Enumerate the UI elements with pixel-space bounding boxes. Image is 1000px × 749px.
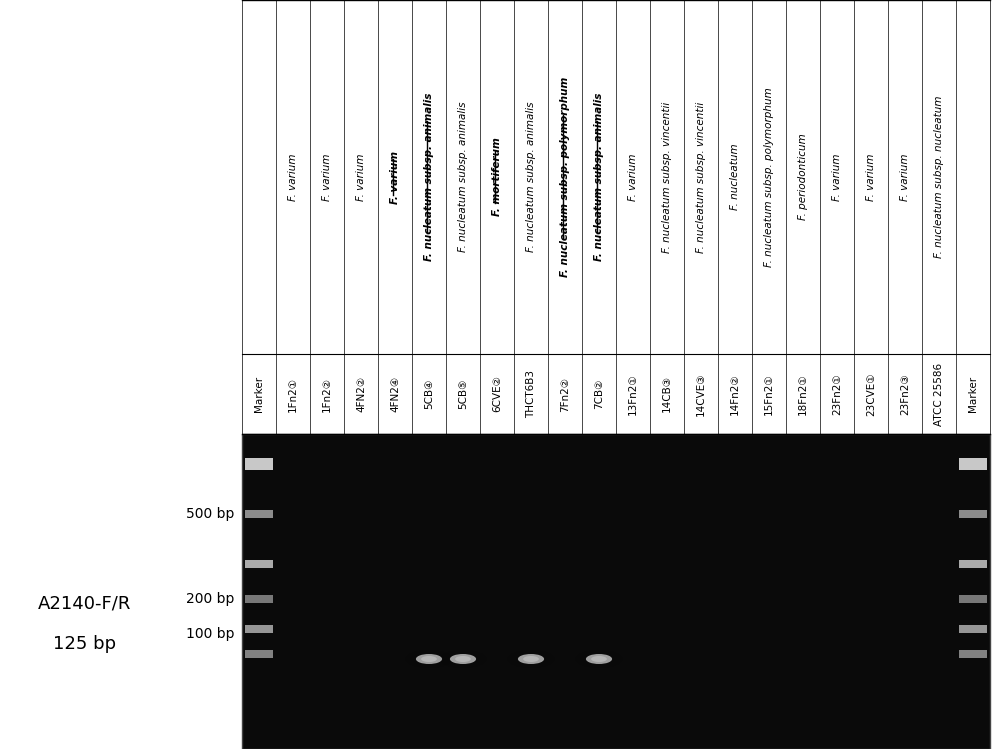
- Ellipse shape: [518, 654, 544, 664]
- Text: Marker: Marker: [254, 376, 264, 412]
- Ellipse shape: [421, 656, 437, 662]
- Text: F. varium: F. varium: [288, 154, 298, 201]
- Text: F. periodonticum: F. periodonticum: [798, 133, 808, 220]
- Text: 15Fn2①: 15Fn2①: [764, 373, 774, 415]
- Bar: [245, 560, 273, 568]
- Bar: [959, 458, 987, 470]
- Bar: [245, 625, 273, 633]
- Ellipse shape: [523, 656, 539, 662]
- Text: 7CB②: 7CB②: [594, 379, 604, 409]
- Text: 13Fn2①: 13Fn2①: [628, 373, 638, 415]
- Ellipse shape: [416, 654, 442, 664]
- Bar: [245, 595, 273, 603]
- Text: 500 bp: 500 bp: [186, 507, 234, 521]
- Text: F. nucleatum subsp. nucleatum: F. nucleatum subsp. nucleatum: [934, 96, 944, 258]
- Ellipse shape: [586, 654, 612, 664]
- Text: F. nucleatum subsp. vincentii: F. nucleatum subsp. vincentii: [662, 101, 672, 252]
- Text: ATCC 25586: ATCC 25586: [934, 363, 944, 425]
- Text: F. varium: F. varium: [628, 154, 638, 201]
- Ellipse shape: [455, 656, 471, 662]
- Bar: [242, 434, 990, 749]
- Text: 7Fn2②: 7Fn2②: [560, 377, 570, 411]
- Text: F. mortiferum: F. mortiferum: [492, 138, 502, 216]
- Ellipse shape: [450, 654, 476, 664]
- Text: F. nucleatum subsp. animalis: F. nucleatum subsp. animalis: [594, 93, 604, 261]
- Text: 4FN2②: 4FN2②: [356, 376, 366, 412]
- Text: 4FN2④: 4FN2④: [390, 376, 400, 412]
- Text: F. varium: F. varium: [322, 154, 332, 201]
- Bar: [245, 650, 273, 658]
- Ellipse shape: [581, 652, 617, 666]
- Text: 23Fn2①: 23Fn2①: [832, 373, 842, 415]
- Text: 1Fn2①: 1Fn2①: [288, 377, 298, 411]
- Text: A2140-F/R: A2140-F/R: [38, 595, 132, 613]
- Text: F. nucleatum subsp. polymorphum: F. nucleatum subsp. polymorphum: [764, 87, 774, 267]
- Bar: [959, 650, 987, 658]
- Bar: [959, 560, 987, 568]
- Bar: [959, 625, 987, 633]
- Text: 14Fn2②: 14Fn2②: [730, 373, 740, 415]
- Text: 6CVE②: 6CVE②: [492, 375, 502, 413]
- Text: 18Fn2①: 18Fn2①: [798, 373, 808, 415]
- Text: 5CB④: 5CB④: [424, 379, 434, 409]
- Bar: [245, 510, 273, 518]
- Ellipse shape: [445, 652, 481, 666]
- Text: 200 bp: 200 bp: [186, 592, 234, 606]
- Text: F. nucleatum subsp. animalis: F. nucleatum subsp. animalis: [526, 102, 536, 252]
- Text: Marker: Marker: [968, 376, 978, 412]
- Text: THCT6B3: THCT6B3: [526, 370, 536, 418]
- Ellipse shape: [411, 652, 447, 666]
- Text: F. varium: F. varium: [356, 154, 366, 201]
- Text: F. varium: F. varium: [866, 154, 876, 201]
- Text: 23Fn2③: 23Fn2③: [900, 373, 910, 415]
- Text: F. nucleatum subsp. animalis: F. nucleatum subsp. animalis: [458, 102, 468, 252]
- Text: 1Fn2②: 1Fn2②: [322, 377, 332, 411]
- Text: 5CB⑤: 5CB⑤: [458, 379, 468, 409]
- Text: 23CVE①: 23CVE①: [866, 372, 876, 416]
- Ellipse shape: [513, 652, 549, 666]
- Text: F. varium: F. varium: [832, 154, 842, 201]
- Bar: [959, 510, 987, 518]
- Text: 125 bp: 125 bp: [53, 635, 117, 653]
- Text: F. nucleatum subsp. animalis: F. nucleatum subsp. animalis: [424, 93, 434, 261]
- Ellipse shape: [591, 656, 607, 662]
- Text: F. nucleatum: F. nucleatum: [730, 144, 740, 210]
- Text: F. nucleatum subsp. polymorphum: F. nucleatum subsp. polymorphum: [560, 77, 570, 277]
- Text: 100 bp: 100 bp: [186, 627, 234, 641]
- Text: F. varium: F. varium: [390, 151, 400, 204]
- Text: 14CVE③: 14CVE③: [696, 372, 706, 416]
- Text: 14CB③: 14CB③: [662, 375, 672, 413]
- Bar: [245, 458, 273, 470]
- Text: F. nucleatum subsp. vincentii: F. nucleatum subsp. vincentii: [696, 101, 706, 252]
- Bar: [959, 595, 987, 603]
- Text: F. varium: F. varium: [900, 154, 910, 201]
- Bar: [242, 434, 990, 749]
